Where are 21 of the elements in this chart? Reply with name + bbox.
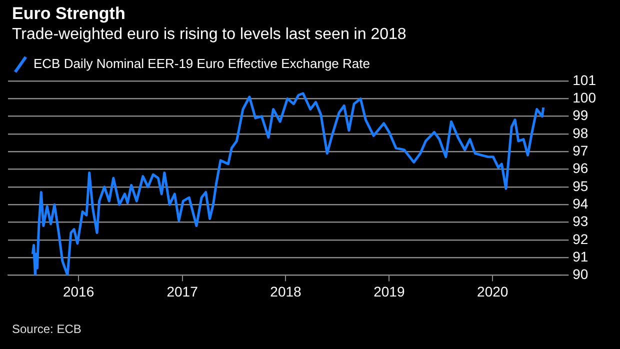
y-tick-label: 99 [572,107,588,124]
y-tick-label: 100 [572,90,596,106]
y-tick-label: 95 [572,178,588,194]
x-tick-label: 2019 [374,283,405,300]
chart-subtitle: Trade-weighted euro is rising to levels last seen in 2018 [12,26,406,44]
source-note: Source: ECB [12,322,82,336]
legend-label: ECB Daily Nominal EER-19 Euro Effective Exchange Rate [34,56,370,72]
y-tick-label: 92 [572,230,588,247]
y-tick-label: 97 [572,142,588,158]
x-tick-label: 2018 [270,283,302,300]
x-tick-label: 2016 [62,283,94,300]
y-tick-label: 94 [572,195,588,212]
y-tick-label: 101 [572,72,596,88]
y-tick-label: 96 [572,160,588,176]
y-tick-label: 93 [572,213,588,230]
y-tick-label: 98 [572,124,588,141]
y-tick-label: 90 [572,266,588,282]
x-tick-label: 2017 [166,283,198,300]
x-tick-label: 2020 [477,283,508,300]
y-tick-label: 91 [572,248,588,264]
chart-title: Euro Strength [12,4,126,24]
